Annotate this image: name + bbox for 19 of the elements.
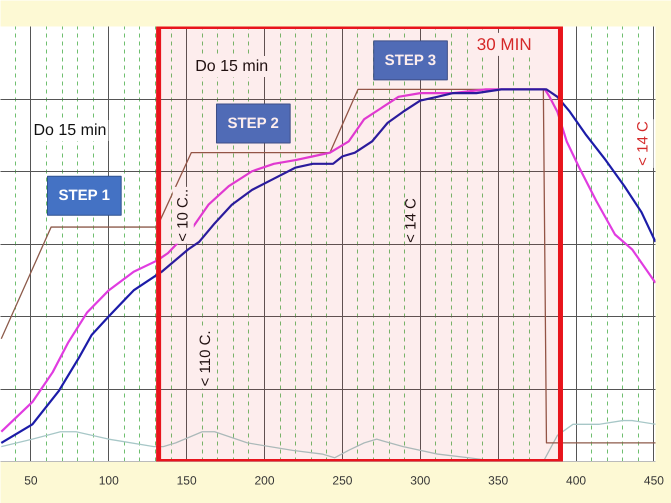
text: 30 MIN bbox=[476, 34, 532, 54]
x-tick-label: 450 bbox=[644, 474, 664, 488]
annotation: < 14 C bbox=[634, 121, 652, 166]
x-tick-label: 250 bbox=[332, 474, 353, 488]
annotation: < 10 C.. bbox=[174, 188, 192, 242]
x-tick-label: 300 bbox=[410, 474, 431, 488]
annotation: STEP 2 bbox=[227, 115, 279, 132]
annotation: < 14 C bbox=[402, 198, 420, 243]
x-tick-label: 350 bbox=[488, 474, 509, 488]
x-tick-label: 200 bbox=[254, 474, 275, 488]
x-tick-label: 100 bbox=[98, 474, 120, 488]
text: STEP 3 bbox=[384, 52, 436, 69]
annotation: Do 15 min bbox=[33, 122, 106, 139]
x-tick-label: 150 bbox=[176, 474, 197, 488]
text: Do 15 min bbox=[195, 58, 268, 76]
x-tick-label: 50 bbox=[24, 474, 38, 488]
annotation: STEP 1 bbox=[58, 187, 110, 204]
annotation: < 110 C. bbox=[197, 330, 214, 386]
x-tick-label: 400 bbox=[566, 474, 586, 488]
